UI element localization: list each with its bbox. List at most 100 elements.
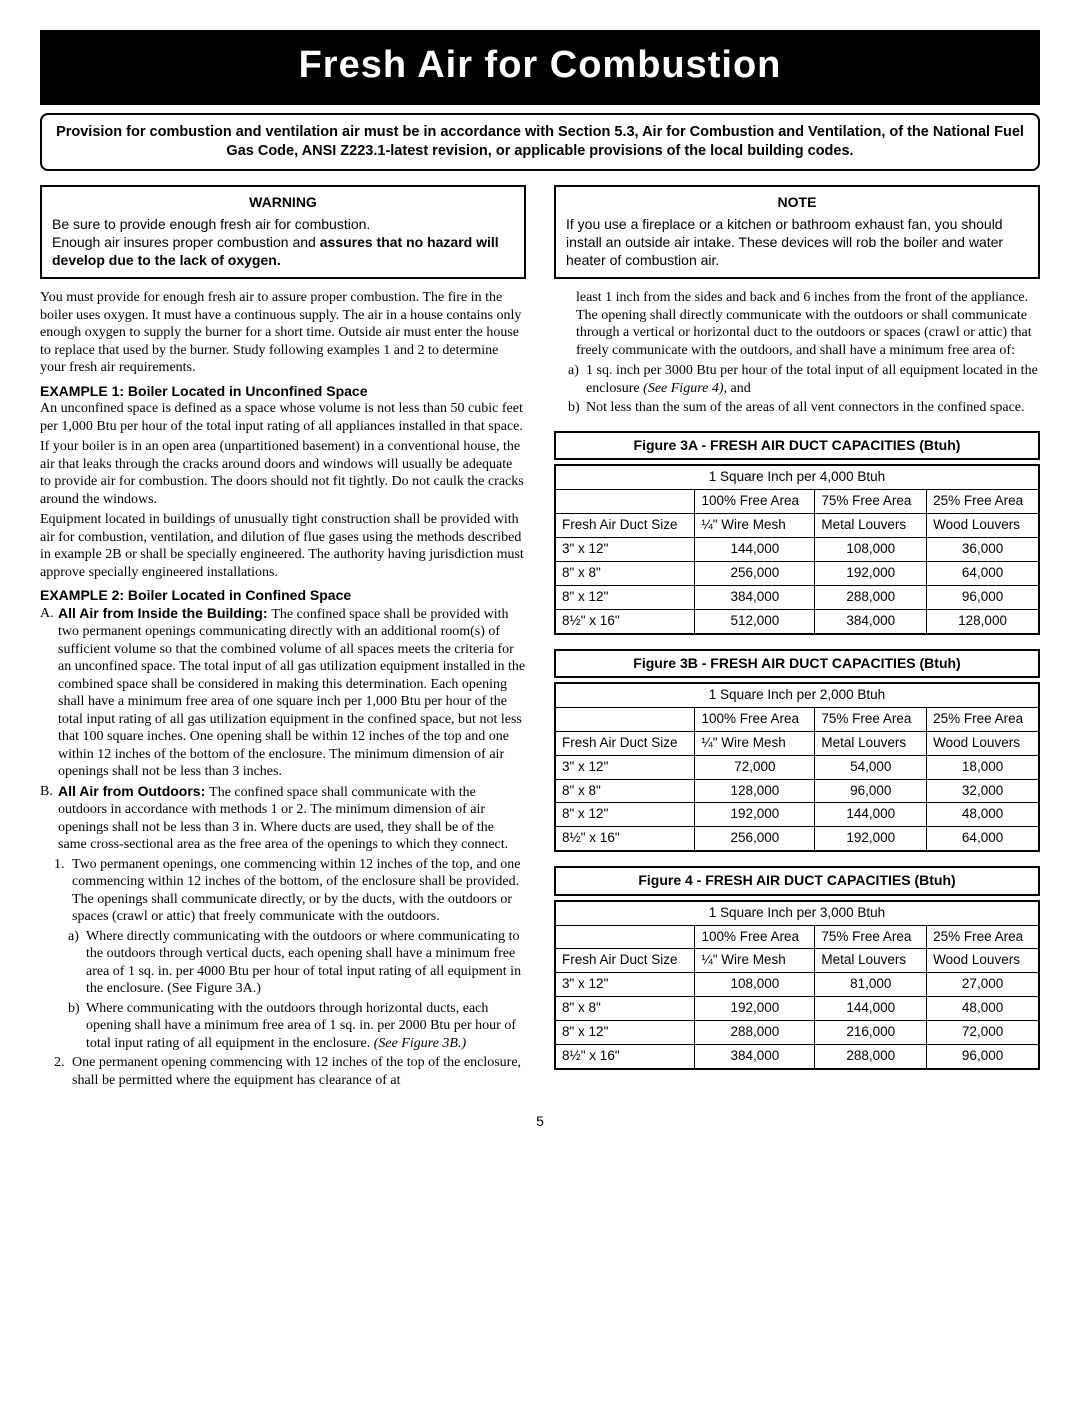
b1b-body-b: (See Figure 3B.)	[374, 1036, 466, 1051]
fig4-row1-label: 8" x 8"	[555, 997, 695, 1021]
fig3a-row1-label: 8" x 8"	[555, 561, 695, 585]
fig3b-h1: 100% Free Area	[695, 707, 815, 731]
fig3b-row3-label: 8½" x 16"	[555, 827, 695, 851]
b1a-body: Where directly communicating with the ou…	[86, 928, 526, 998]
fig3a-r1c2: 64,000	[927, 561, 1039, 585]
fig3a-blank	[555, 490, 695, 514]
fig3b-row1-label: 8" x 8"	[555, 779, 695, 803]
fig4-blank	[555, 925, 695, 949]
example2-b2: 2. One permanent opening commencing with…	[54, 1054, 526, 1089]
fig3a-r2c2: 96,000	[927, 585, 1039, 609]
fig4-r2a: Fresh Air Duct Size	[555, 949, 695, 973]
fig3b-r0c1: 54,000	[815, 755, 927, 779]
item-a-text: All Air from Inside the Building: The co…	[58, 605, 526, 781]
two-column-layout: WARNING Be sure to provide enough fresh …	[40, 185, 1040, 1092]
fig3a-r1c1: 192,000	[815, 561, 927, 585]
fig3b-h3: 25% Free Area	[927, 707, 1039, 731]
figure-3b-table: 1 Square Inch per 2,000 Btuh 100% Free A…	[554, 682, 1040, 852]
fig4-r2b: ¼" Wire Mesh	[695, 949, 815, 973]
fig4-r2c: Metal Louvers	[815, 949, 927, 973]
intro-paragraph: You must provide for enough fresh air to…	[40, 289, 526, 377]
fig3b-r2c1: 144,000	[815, 803, 927, 827]
fig3a-r1c0: 256,000	[695, 561, 815, 585]
fig3b-h2: 75% Free Area	[815, 707, 927, 731]
fig3a-r2d: Wood Louvers	[927, 514, 1039, 538]
fig3b-r1c1: 96,000	[815, 779, 927, 803]
fig3b-r3c2: 64,000	[927, 827, 1039, 851]
right-item-a: a) 1 sq. inch per 3000 Btu per hour of t…	[568, 362, 1040, 397]
fig3b-row2-label: 8" x 12"	[555, 803, 695, 827]
fig4-r2d: Wood Louvers	[927, 949, 1039, 973]
b2-body: One permanent opening commencing with 12…	[72, 1054, 526, 1089]
fig3b-r0c2: 18,000	[927, 755, 1039, 779]
fig3a-r0c2: 36,000	[927, 538, 1039, 562]
example2-b1: 1. Two permanent openings, one commencin…	[54, 856, 526, 926]
fig3b-r2d: Wood Louvers	[927, 731, 1039, 755]
figure-4-title: Figure 4 - FRESH AIR DUCT CAPACITIES (Bt…	[554, 866, 1040, 896]
item-b-text: All Air from Outdoors: The confined spac…	[58, 783, 526, 854]
fig3a-r3c0: 512,000	[695, 609, 815, 633]
fig4-r0c1: 81,000	[815, 973, 927, 997]
fig3a-r3c1: 384,000	[815, 609, 927, 633]
right-item-b: b) Not less than the sum of the areas of…	[568, 399, 1040, 417]
warning-box: WARNING Be sure to provide enough fresh …	[40, 185, 526, 280]
item-a-body: The confined space shall be provided wit…	[58, 607, 525, 780]
right-column: NOTE If you use a fireplace or a kitchen…	[554, 185, 1040, 1092]
fig3a-r2a: Fresh Air Duct Size	[555, 514, 695, 538]
warning-line1: Be sure to provide enough fresh air for …	[52, 215, 514, 233]
fig3b-r2b: ¼" Wire Mesh	[695, 731, 815, 755]
fig3b-r2a: Fresh Air Duct Size	[555, 731, 695, 755]
fig3a-h1: 100% Free Area	[695, 490, 815, 514]
fig3a-row0-label: 3" x 12"	[555, 538, 695, 562]
right-a-body: 1 sq. inch per 3000 Btu per hour of the …	[586, 362, 1040, 397]
b1b-body: Where communicating with the outdoors th…	[86, 1000, 526, 1053]
right-b-body: Not less than the sum of the areas of al…	[586, 399, 1040, 417]
fig4-r0c0: 108,000	[695, 973, 815, 997]
fig4-r2c0: 288,000	[695, 1021, 815, 1045]
b1-body: Two permanent openings, one commencing w…	[72, 856, 526, 926]
fig4-r2c2: 72,000	[927, 1021, 1039, 1045]
warning-line2a: Enough air insures proper combustion and	[52, 234, 320, 250]
fig3b-r3c0: 256,000	[695, 827, 815, 851]
b1a-label: a)	[68, 928, 86, 998]
provision-box: Provision for combustion and ventilation…	[40, 113, 1040, 171]
fig4-row0-label: 3" x 12"	[555, 973, 695, 997]
fig3a-r3c2: 128,000	[927, 609, 1039, 633]
figure-3a-table: 1 Square Inch per 4,000 Btuh 100% Free A…	[554, 464, 1040, 634]
fig4-h2: 75% Free Area	[815, 925, 927, 949]
fig4-r3c0: 384,000	[695, 1044, 815, 1068]
fig3a-r2b: ¼" Wire Mesh	[695, 514, 815, 538]
example1-heading: EXAMPLE 1: Boiler Located in Unconfined …	[40, 383, 526, 401]
fig4-r1c1: 144,000	[815, 997, 927, 1021]
fig3a-row2-label: 8" x 12"	[555, 585, 695, 609]
fig4-row2-label: 8" x 12"	[555, 1021, 695, 1045]
right-continuation: least 1 inch from the sides and back and…	[576, 289, 1040, 359]
fig4-r2c1: 216,000	[815, 1021, 927, 1045]
note-title: NOTE	[566, 193, 1028, 211]
note-body: If you use a fireplace or a kitchen or b…	[566, 215, 1028, 270]
fig4-h3: 25% Free Area	[927, 925, 1039, 949]
fig4-r1c2: 48,000	[927, 997, 1039, 1021]
example2-item-a: A. All Air from Inside the Building: The…	[40, 605, 526, 781]
warning-title: WARNING	[52, 193, 514, 211]
fig3a-h2: 75% Free Area	[815, 490, 927, 514]
fig3b-row0-label: 3" x 12"	[555, 755, 695, 779]
fig3b-r2c: Metal Louvers	[815, 731, 927, 755]
b1-label: 1.	[54, 856, 72, 926]
fig3a-caption: 1 Square Inch per 4,000 Btuh	[555, 465, 1039, 489]
example2-heading: EXAMPLE 2: Boiler Located in Confined Sp…	[40, 587, 526, 605]
fig4-r1c0: 192,000	[695, 997, 815, 1021]
fig4-r3c2: 96,000	[927, 1044, 1039, 1068]
page-number: 5	[40, 1113, 1040, 1129]
item-b-bold: All Air from Outdoors:	[58, 783, 209, 799]
item-a-bold: All Air from Inside the Building:	[58, 605, 271, 621]
example1-p3: Equipment located in buildings of unusua…	[40, 511, 526, 581]
fig3b-r1c0: 128,000	[695, 779, 815, 803]
b1b-label: b)	[68, 1000, 86, 1053]
right-a-body-b: (See Figure 4),	[643, 381, 727, 396]
page-title-banner: Fresh Air for Combustion	[40, 30, 1040, 105]
fig3a-r0c0: 144,000	[695, 538, 815, 562]
example1-p1: An unconfined space is defined as a spac…	[40, 400, 526, 435]
fig3a-r0c1: 108,000	[815, 538, 927, 562]
fig3a-h3: 25% Free Area	[927, 490, 1039, 514]
